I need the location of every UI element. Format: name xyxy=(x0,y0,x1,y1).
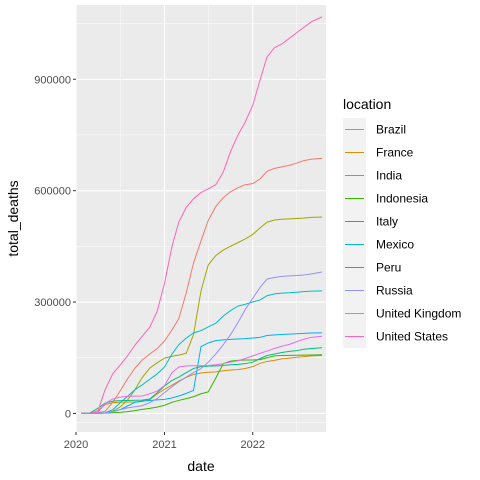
plot-panel xyxy=(76,5,326,432)
legend-label-united-states: United States xyxy=(376,330,448,344)
legend-title: location xyxy=(343,96,391,112)
y-tick-label: 900000 xyxy=(34,74,71,86)
legend-label-italy: Italy xyxy=(376,215,398,229)
legend-label-france: France xyxy=(376,146,414,160)
series-line-united-states xyxy=(81,16,323,414)
x-tick-label: 2020 xyxy=(64,439,88,451)
x-axis: 2020 2021 2022 xyxy=(64,432,265,451)
x-tick-label: 2022 xyxy=(240,439,264,451)
y-axis-title: total_deaths xyxy=(5,180,21,256)
legend-label-mexico: Mexico xyxy=(376,238,414,252)
series-line-india xyxy=(81,216,323,414)
x-axis-title: date xyxy=(187,458,214,474)
series-lines xyxy=(81,16,323,414)
legend-label-indonesia: Indonesia xyxy=(376,192,428,206)
series-line-mexico xyxy=(81,290,323,414)
legend-label-peru: Peru xyxy=(376,261,401,275)
series-line-united-kingdom xyxy=(81,335,323,414)
legend-label-united-kingdom: United Kingdom xyxy=(376,307,461,321)
legend: location Brazil France India Indonesia Italy… xyxy=(343,96,461,348)
y-tick-label: 600000 xyxy=(34,186,71,198)
legend-label-india: India xyxy=(376,169,402,183)
y-tick-label: 0 xyxy=(65,408,71,420)
legend-label-russia: Russia xyxy=(376,284,413,298)
y-axis: 0 300000 600000 900000 xyxy=(34,74,76,420)
major-gridlines xyxy=(75,5,326,432)
series-line-france xyxy=(81,355,323,414)
x-tick-label: 2021 xyxy=(152,439,176,451)
series-line-brazil xyxy=(81,157,323,414)
y-tick-label: 300000 xyxy=(34,297,71,309)
series-line-peru xyxy=(81,332,323,414)
series-line-indonesia xyxy=(81,354,323,414)
legend-label-brazil: Brazil xyxy=(376,123,406,137)
